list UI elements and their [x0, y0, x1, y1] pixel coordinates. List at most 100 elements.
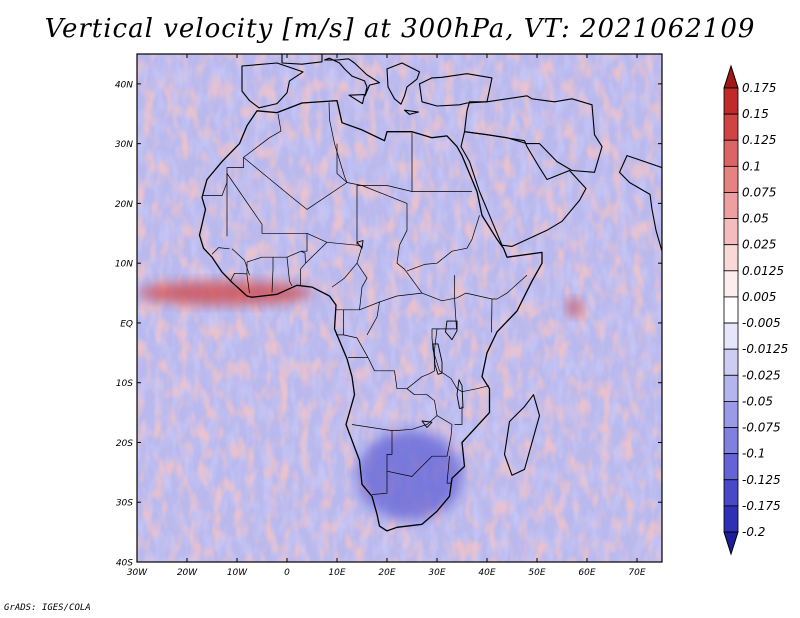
colorbar-label-13: -0.075 — [742, 421, 781, 435]
country-border-31 — [231, 248, 250, 276]
colorbar-label-2: 0.125 — [742, 133, 776, 147]
y-tick-label-4: EQ — [120, 319, 133, 329]
middle-east-outline — [463, 95, 603, 173]
country-border-20 — [431, 328, 490, 393]
europe-outline — [281, 54, 323, 65]
feature-0 — [137, 281, 312, 306]
colorbar-swatch-8 — [723, 270, 739, 298]
colorbar-swatch-17 — [723, 505, 739, 533]
country-border-25 — [446, 456, 452, 484]
x-tick-label-7: 40E — [478, 568, 495, 578]
country-border-22 — [351, 388, 438, 431]
y-tick-label-6: 20S — [116, 439, 133, 449]
y-tick-label-7: 30S — [116, 499, 133, 509]
lake-outline-0 — [445, 320, 458, 341]
colorbar-label-9: -0.005 — [742, 316, 781, 330]
colorbar-swatch-16 — [723, 479, 739, 507]
africa-coastline — [198, 99, 543, 532]
colorbar-swatch-3 — [723, 139, 739, 167]
y-tick-label-8: 40S — [116, 559, 133, 569]
colorbar-top-arrow — [723, 64, 739, 89]
colorbar-swatch-5 — [723, 192, 739, 219]
colorbar-swatch-13 — [723, 401, 739, 428]
y-tick-label-2: 20N — [115, 200, 133, 210]
x-tick-label-9: 60E — [578, 568, 595, 578]
country-border-19 — [434, 297, 457, 350]
country-border-29 — [366, 301, 380, 336]
colorbar-label-15: -0.125 — [742, 473, 781, 487]
country-border-1 — [243, 113, 282, 158]
colorbar-swatch-4 — [723, 165, 739, 193]
country-border-27 — [343, 334, 369, 358]
colorbar: 0.175 0.15 0.125 0.1 0.075 0.05 0.025 0.0125 0.0… — [723, 64, 788, 556]
colorbar-label-12: -0.05 — [742, 394, 773, 408]
colorbar-label-3: 0.1 — [742, 159, 761, 173]
country-border-23 — [386, 415, 453, 477]
x-tick-label-6: 30E — [428, 568, 445, 578]
country-border-6 — [306, 185, 423, 294]
country-border-24 — [371, 471, 388, 495]
y-tick-label-5: 10S — [116, 379, 133, 389]
colorbar-label-7: 0.0125 — [742, 264, 784, 278]
map-outlines — [198, 54, 662, 532]
colorbar-label-17: -0.2 — [742, 525, 765, 539]
country-border-5 — [226, 173, 308, 252]
lake-outline-1 — [432, 343, 443, 375]
iberia-outline — [241, 62, 304, 109]
colorbar-label-4: 0.075 — [742, 185, 776, 199]
colorbar-label-10: -0.0125 — [742, 342, 788, 356]
arabia-outline — [460, 131, 587, 247]
madagascar-outline — [503, 394, 541, 476]
colorbar-swatch-1 — [723, 87, 739, 115]
colorbar-swatch-6 — [723, 218, 739, 246]
colorbar-label-6: 0.025 — [742, 238, 776, 252]
lake-outline-2 — [456, 379, 464, 409]
colorbar-swatch-11 — [723, 348, 739, 376]
colorbar-swatch-14 — [723, 427, 739, 455]
x-tick-label-1: 20W — [177, 568, 198, 578]
colorbar-swatch-12 — [723, 374, 739, 402]
italy-outline — [323, 57, 381, 97]
colorbar-swatch-10 — [723, 322, 739, 350]
greece-outline — [386, 62, 421, 105]
country-border-10 — [286, 257, 293, 287]
colorbar-label-16: -0.175 — [742, 499, 781, 513]
country-border-7 — [286, 250, 306, 286]
country-border-15 — [406, 215, 480, 272]
lake-outline-4 — [421, 420, 433, 428]
y-tick-label-3: 10N — [115, 260, 133, 270]
country-border-30 — [211, 247, 230, 255]
colorbar-bottom-arrow — [723, 531, 739, 556]
colorbar-label-0: 0.175 — [742, 81, 776, 95]
colorbar-label-5: 0.05 — [742, 212, 769, 226]
y-tick-label-1: 30N — [115, 140, 133, 150]
credit-label: GrADS: IGES/COLA — [4, 603, 91, 613]
velocity-field — [137, 54, 662, 562]
chart-title: Vertical velocity [m/s] at 300hPa, VT: 2… — [44, 14, 756, 44]
country-border-21 — [348, 349, 435, 390]
country-border-18 — [491, 298, 493, 333]
x-tick-label-5: 20E — [378, 568, 395, 578]
country-border-17 — [465, 274, 528, 300]
country-border-11 — [305, 242, 328, 264]
x-tick-label-0: 30W — [127, 568, 148, 578]
country-border-9 — [271, 257, 274, 293]
feature-1 — [567, 299, 582, 317]
x-tick-label-8: 50E — [528, 568, 545, 578]
chart-canvas: 30W 20W 10W 0 10E 20E 30E 40E 50E 60E 70E 40N 30N 20N… — [115, 53, 788, 578]
colorbar-swatch-7 — [723, 244, 739, 272]
colorbar-label-11: -0.025 — [742, 368, 781, 382]
x-tick-label-10: 70E — [628, 568, 645, 578]
colorbar-swatch-9 — [723, 296, 739, 324]
crete-outline — [403, 109, 420, 115]
colorbar-label-8: 0.005 — [742, 290, 776, 304]
feature-2 — [357, 430, 462, 521]
plot-frame — [136, 53, 663, 563]
anatolia-outline — [418, 73, 493, 107]
colorbar-label-14: -0.1 — [742, 447, 765, 461]
country-border-8 — [246, 256, 287, 294]
colorbar-swatch-15 — [723, 453, 739, 481]
country-border-3 — [336, 132, 413, 192]
x-tick-label-3: 0 — [284, 568, 290, 578]
lake-outline-3 — [356, 240, 364, 249]
